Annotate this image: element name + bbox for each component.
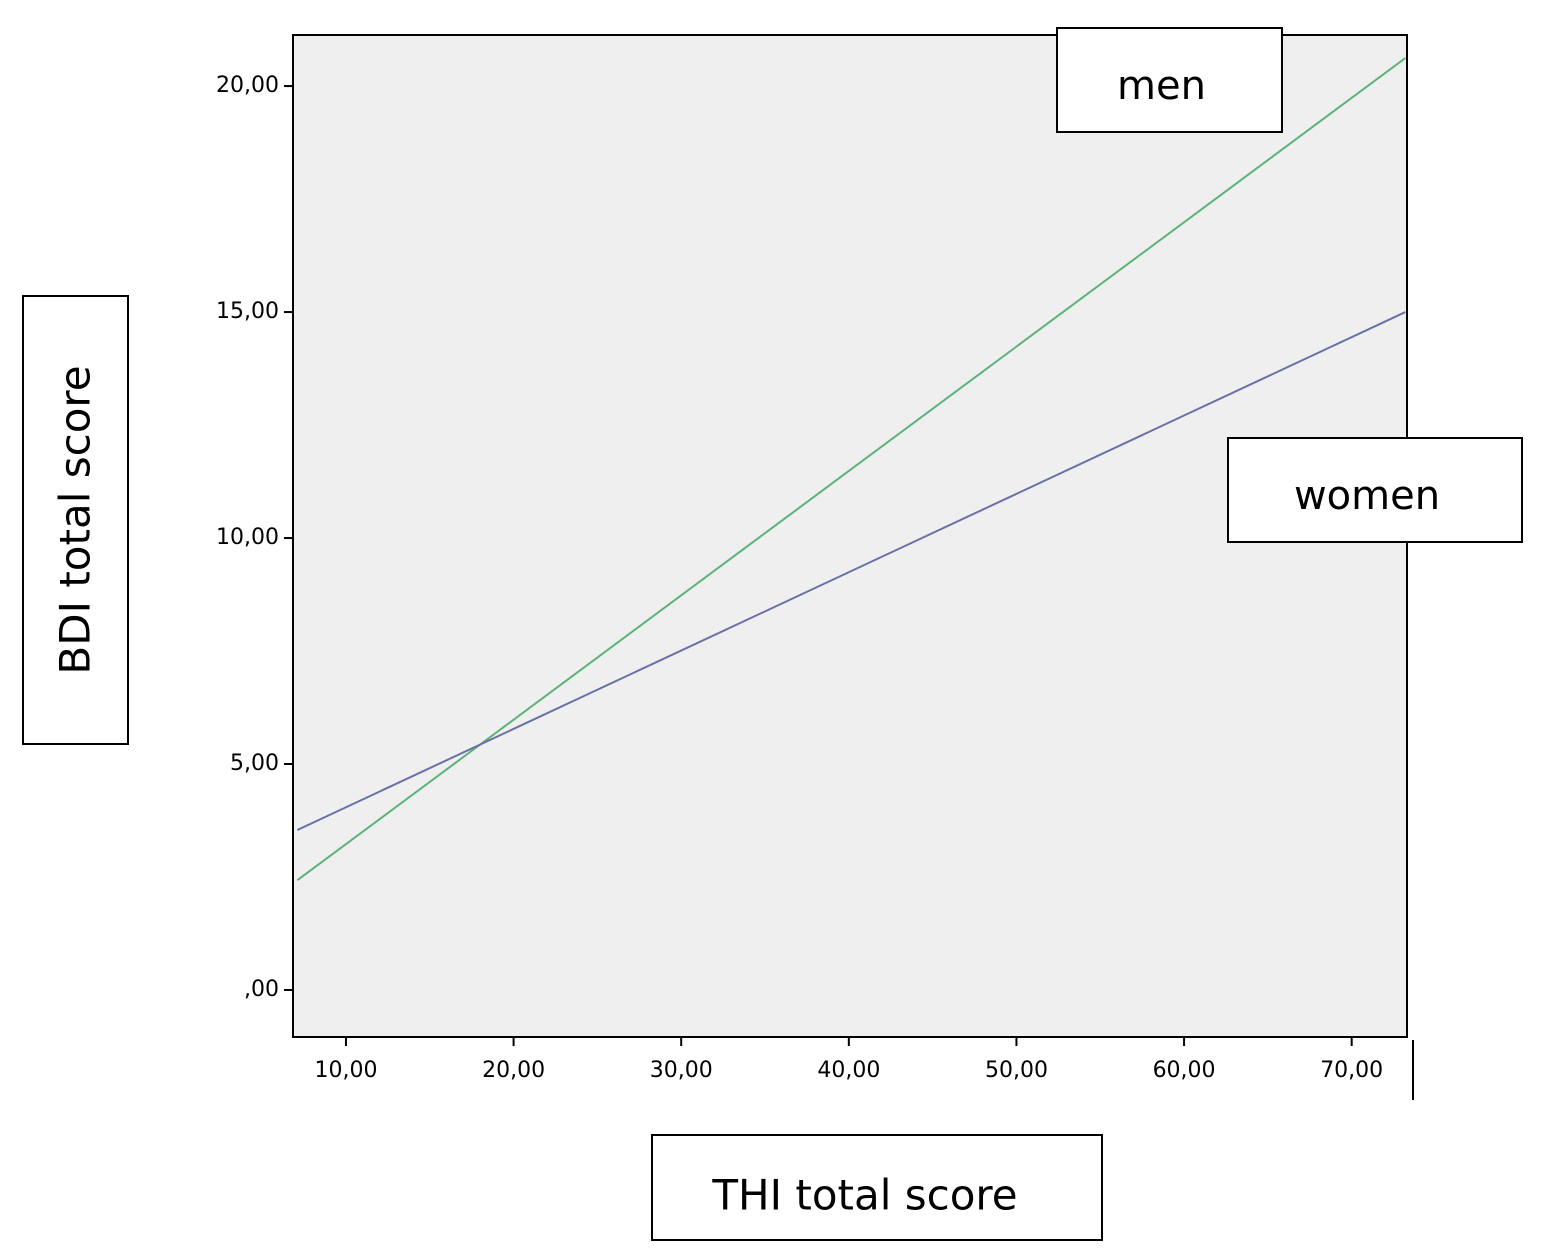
- x-tick-label: 10,00: [314, 1058, 377, 1083]
- y-tick-label: 10,00: [216, 525, 279, 550]
- x-tick-label: 50,00: [985, 1058, 1048, 1083]
- y-tick-label: ,00: [244, 977, 279, 1002]
- series-line: [296, 311, 1406, 831]
- x-tick-label: 70,00: [1320, 1058, 1383, 1083]
- x-label-box: [651, 1134, 1103, 1241]
- legend-label: men: [1117, 63, 1206, 109]
- plot-area: [292, 34, 1408, 1038]
- x-axis-label: THI total score: [711, 1171, 1017, 1220]
- y-tick-label: 5,00: [230, 751, 279, 776]
- x-tick-label: 20,00: [482, 1058, 545, 1083]
- x-tick-label: 30,00: [650, 1058, 713, 1083]
- y-tick-label: 15,00: [216, 299, 279, 324]
- legend-box: [1227, 437, 1523, 543]
- y-tick-label: 20,00: [216, 73, 279, 98]
- y-label-box: [22, 295, 129, 745]
- legend-label: women: [1294, 473, 1440, 519]
- x-tick-label: 60,00: [1153, 1058, 1216, 1083]
- legend-box: [1056, 27, 1283, 133]
- x-tick-label: 40,00: [817, 1058, 880, 1083]
- y-axis-label: BDI total score: [51, 365, 100, 674]
